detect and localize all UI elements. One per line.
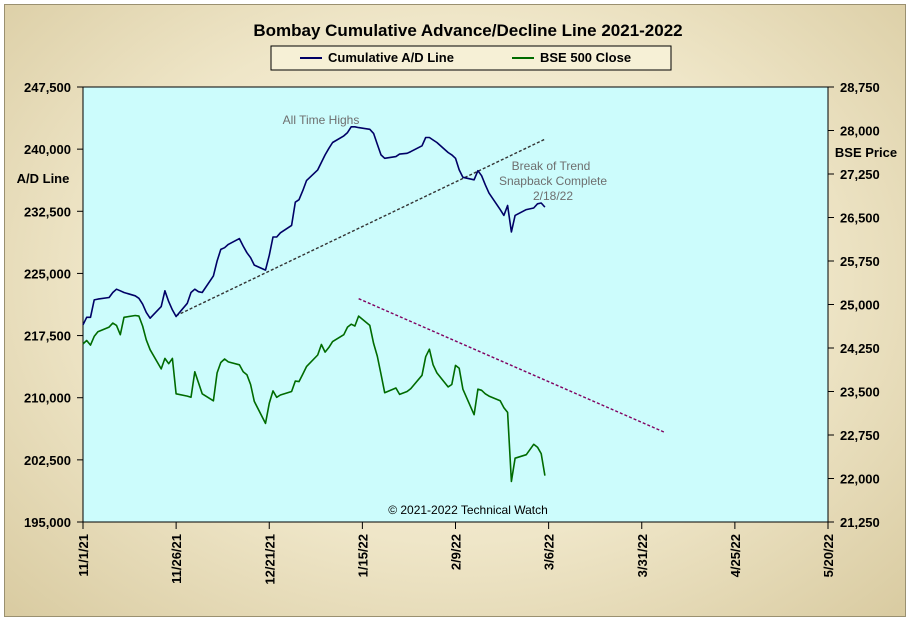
annotation-break-of-trend: Break of Trend bbox=[512, 159, 591, 173]
y-tick-label-left: 202,500 bbox=[24, 453, 71, 468]
legend-label-ad: Cumulative A/D Line bbox=[328, 50, 454, 65]
x-tick-label: 5/20/22 bbox=[821, 534, 836, 577]
y-tick-label-left: 210,000 bbox=[24, 391, 71, 406]
y-tick-label-right: 26,500 bbox=[840, 211, 880, 226]
y-tick-label-right: 24,250 bbox=[840, 341, 880, 356]
y-tick-label-right: 22,750 bbox=[840, 428, 880, 443]
y-tick-label-right: 22,000 bbox=[840, 472, 880, 487]
y-tick-label-left: 232,500 bbox=[24, 204, 71, 219]
y-tick-label-left: 225,000 bbox=[24, 266, 71, 281]
y-axis-right-label: BSE Price bbox=[835, 145, 897, 160]
legend: Cumulative A/D Line BSE 500 Close bbox=[270, 45, 672, 71]
y-tick-label-right: 25,750 bbox=[840, 254, 880, 269]
legend-label-bse: BSE 500 Close bbox=[540, 50, 631, 65]
left-axis: 195,000 202,500 210,000 217,500 225,000 232,5… bbox=[24, 80, 83, 530]
y-tick-label-right: 28,000 bbox=[840, 124, 880, 139]
y-tick-label-left: 195,000 bbox=[24, 515, 71, 530]
y-tick-label-right: 27,250 bbox=[840, 167, 880, 182]
plot-area bbox=[82, 86, 829, 523]
ad-trendline bbox=[175, 138, 546, 317]
y-tick-label-right: 28,750 bbox=[840, 80, 880, 95]
y-tick-label-right: 21,250 bbox=[840, 515, 880, 530]
x-tick-label: 3/31/22 bbox=[635, 534, 650, 577]
annotation-all-time-highs: All Time Highs bbox=[283, 113, 360, 127]
annotation-snapback-complete: Snapback Complete bbox=[499, 174, 607, 188]
y-tick-label-right: 25,000 bbox=[840, 298, 880, 313]
x-tick-label: 3/6/22 bbox=[542, 534, 557, 570]
y-tick-label-left: 240,000 bbox=[24, 142, 71, 157]
legend-box bbox=[270, 45, 672, 71]
trendlines bbox=[175, 138, 665, 433]
series-lines bbox=[82, 126, 546, 483]
x-tick-label: 11/1/21 bbox=[76, 534, 91, 577]
series-line-bse bbox=[82, 314, 546, 483]
y-tick-label-right: 23,500 bbox=[840, 385, 880, 400]
chart-title: Bombay Cumulative Advance/Decline Line 2… bbox=[253, 21, 682, 40]
x-tick-label: 12/21/21 bbox=[262, 534, 277, 585]
y-axis-left-label: A/D Line bbox=[17, 171, 70, 186]
bse-trendline bbox=[358, 298, 665, 433]
x-tick-label: 1/15/22 bbox=[355, 534, 370, 577]
x-tick-label: 4/25/22 bbox=[728, 534, 743, 577]
right-axis: 21,250 22,000 22,750 23,500 24,250 25,000 25,7… bbox=[828, 80, 880, 530]
x-tick-label: 2/9/22 bbox=[449, 534, 464, 570]
x-tick-label: 11/26/21 bbox=[169, 534, 184, 584]
annotation-date: 2/18/22 bbox=[533, 189, 573, 203]
y-tick-label-left: 217,500 bbox=[24, 329, 71, 344]
series-line-ad bbox=[82, 126, 546, 326]
x-axis: 11/1/21 11/26/21 12/21/21 1/15/22 2/9/22 3/6/… bbox=[76, 522, 836, 585]
y-tick-label-left: 247,500 bbox=[24, 80, 71, 95]
copyright-note: © 2021-2022 Technical Watch bbox=[388, 503, 548, 517]
